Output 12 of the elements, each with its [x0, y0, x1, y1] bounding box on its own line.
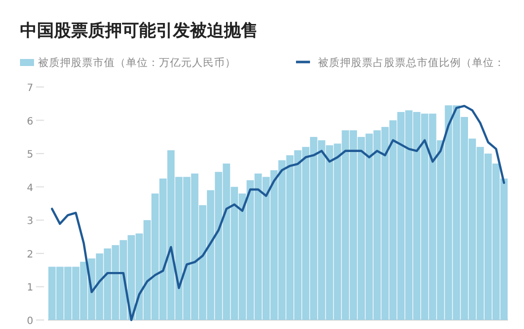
y-tick-label: 6: [26, 116, 34, 128]
y-tick-label: 3: [26, 216, 34, 228]
y-tick-label: 1: [26, 282, 34, 294]
y-tick-label: 4: [26, 182, 34, 194]
line-series: [50, 104, 506, 322]
y-tick-label: 2: [26, 249, 34, 260]
y-tick-label: 5: [26, 150, 34, 161]
legend-label: 被质押股票市值（单位：万亿元人民币）: [38, 56, 236, 69]
y-tick-label: 0: [26, 316, 34, 327]
legend-label: 被质押股票占股票总市值比例（单位：: [318, 56, 505, 69]
y-tick-label: 7: [26, 83, 34, 94]
chart-title: 中国股票质押可能引发被迫抛售: [20, 21, 258, 41]
